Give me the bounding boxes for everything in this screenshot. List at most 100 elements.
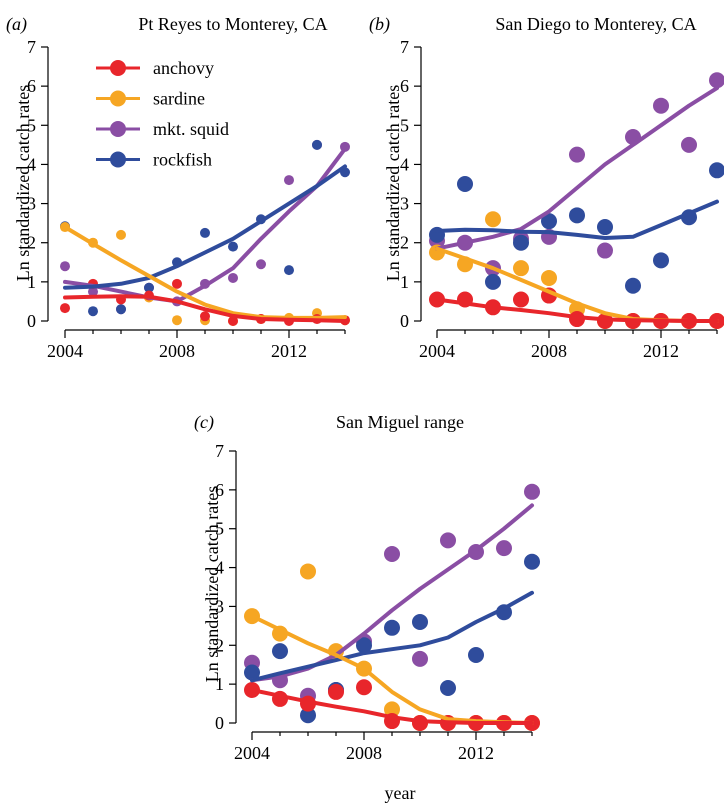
panel-a-rockfish-point [312, 139, 322, 150]
panel-c-y-axis-label: Ln standardized catch rates [202, 486, 222, 682]
panel-b-x-tick-label: 2004 [419, 341, 455, 361]
panel-c-anchovy-trend-line [250, 688, 534, 725]
panel-c-y-tick-label: 1 [215, 674, 224, 694]
panel-a-y-tick-label: 5 [27, 115, 36, 135]
legend-marker [110, 151, 126, 168]
panel-a-y-tick-label: 2 [27, 233, 36, 253]
panel-a-y-tick-label: 6 [27, 76, 36, 96]
panel-b-rockfish-point [709, 162, 724, 179]
panel-c-rockfish-point [524, 553, 540, 570]
panel-a-sardine-point [116, 229, 126, 240]
panel-b-mkt-squid-point [709, 72, 724, 89]
panel-a-sardine-point [172, 315, 182, 326]
panel-c-mkt-squid-point [440, 532, 456, 549]
panel-a-rockfish-point [144, 282, 154, 293]
panel-c-y-tick-label: 0 [215, 713, 224, 733]
panel-c-label: (c) [194, 412, 214, 433]
panel-b-rockfish-point [569, 207, 585, 224]
panel-b-mkt-squid-point [653, 97, 669, 114]
panel-b-x-tick-label: 2008 [531, 341, 567, 361]
legend-marker [110, 121, 126, 137]
panel-b-y-tick-label: 3 [400, 194, 409, 214]
panel-b-rockfish-point [541, 213, 557, 230]
panel-a: (a) Pt Reyes to Monterey, CA Ln standard… [6, 14, 350, 361]
panel-a-y-tick-label: 1 [27, 272, 36, 292]
panel-b-y-axis-label: Ln standardized catch rates [383, 85, 403, 281]
panel-b-rockfish-point [597, 219, 613, 236]
panel-b-sardine-point [485, 211, 501, 228]
panel-a-title: Pt Reyes to Monterey, CA [138, 14, 327, 34]
panel-c-y-tick-label: 3 [215, 596, 224, 616]
panel-c: (c) San Miguel range Ln standardized cat… [194, 412, 540, 763]
panel-c-x-tick-label: 2004 [234, 743, 270, 763]
panel-a-y-tick-label: 0 [27, 311, 36, 331]
panel-c-anchovy-point [328, 683, 344, 700]
panel-a-mkt-squid-trend-line [63, 146, 347, 304]
legend-item-mkt-squid: mkt. squid [96, 119, 229, 139]
panel-a-rockfish-point [200, 227, 210, 238]
panel-b-rockfish-point [457, 176, 473, 192]
panel-c-sardine-point [384, 701, 400, 718]
panel-a-y-tick-label: 4 [27, 154, 36, 174]
panel-c-title: San Miguel range [336, 412, 464, 432]
panel-a-anchovy-point [172, 278, 182, 289]
panel-c-sardine-point [300, 563, 316, 580]
panel-a-plot-area: 0 1 2 3 4 5 6 7 2004 2008 2012 [27, 37, 350, 361]
panel-b-anchovy-trend-line [435, 297, 719, 323]
legend-item-sardine: sardine [96, 89, 205, 109]
x-axis-label: year [385, 783, 416, 803]
panel-c-y-tick-label: 6 [215, 480, 224, 500]
panel-a-sardine-trend-line [63, 225, 347, 320]
panel-b: (b) San Diego to Monterey, CA Ln standar… [369, 14, 724, 361]
panel-c-mkt-squid-trend-line [250, 503, 534, 683]
panel-c-x-tick-label: 2012 [458, 743, 494, 763]
panel-c-y-tick-label: 5 [215, 519, 224, 539]
panel-b-y-tick-label: 5 [400, 115, 409, 135]
panel-b-mkt-squid-point [597, 242, 613, 259]
panel-b-plot-area: 0 1 2 3 4 5 6 7 2004 2008 2012 [400, 37, 724, 361]
legend: anchovy sardine mkt. squid rockfish [96, 58, 229, 170]
panel-c-rockfish-point [412, 613, 428, 630]
panel-b-rockfish-point [653, 252, 669, 269]
panel-c-rockfish-point [384, 619, 400, 636]
panel-b-y-tick-label: 1 [400, 272, 409, 292]
panel-c-y-tick-label: 7 [215, 441, 224, 461]
panel-b-rockfish-point [513, 234, 529, 251]
legend-marker [110, 90, 126, 107]
legend-label: rockfish [153, 150, 212, 170]
panel-c-rockfish-trend-line [250, 590, 534, 683]
panel-b-label: (b) [369, 14, 390, 35]
panel-a-mkt-squid-point [88, 286, 98, 297]
legend-item-anchovy: anchovy [96, 58, 214, 78]
panel-b-mkt-squid-point [569, 146, 585, 163]
panel-a-anchovy-point [228, 316, 238, 326]
panel-a-x-tick-label: 2008 [159, 341, 195, 361]
panel-b-anchovy-point [513, 291, 529, 308]
panel-a-rockfish-point [284, 265, 294, 276]
panel-a-x-tick-label: 2004 [47, 341, 83, 361]
panel-c-mkt-squid-point [384, 545, 400, 562]
panel-a-anchovy-point [200, 311, 210, 322]
panel-c-y-tick-label: 4 [215, 558, 224, 578]
panel-a-mkt-squid-point [256, 259, 266, 270]
legend-label: mkt. squid [153, 119, 229, 139]
panel-a-rockfish-point [228, 241, 238, 252]
panel-a-rockfish-point [88, 306, 98, 317]
panel-a-label: (a) [6, 14, 27, 35]
panel-c-rockfish-point [272, 643, 288, 660]
panel-b-y-tick-label: 2 [400, 233, 409, 253]
panel-a-mkt-squid-point [284, 175, 294, 186]
legend-item-rockfish: rockfish [96, 150, 212, 170]
panel-a-mkt-squid-point [60, 261, 70, 272]
panel-c-plot-area: 0 1 2 3 4 5 6 7 2004 2008 2012 [215, 441, 540, 763]
panel-a-anchovy-point [60, 303, 70, 314]
panel-b-x-tick-label: 2012 [643, 341, 679, 361]
panel-c-rockfish-point [468, 647, 484, 663]
panel-a-mkt-squid-point [228, 272, 238, 283]
panel-b-rockfish-point [625, 277, 641, 294]
panel-a-y-tick-label: 3 [27, 194, 36, 214]
panel-b-rockfish-point [485, 273, 501, 290]
panel-b-y-tick-label: 6 [400, 76, 409, 96]
panel-c-rockfish-point [440, 680, 456, 697]
